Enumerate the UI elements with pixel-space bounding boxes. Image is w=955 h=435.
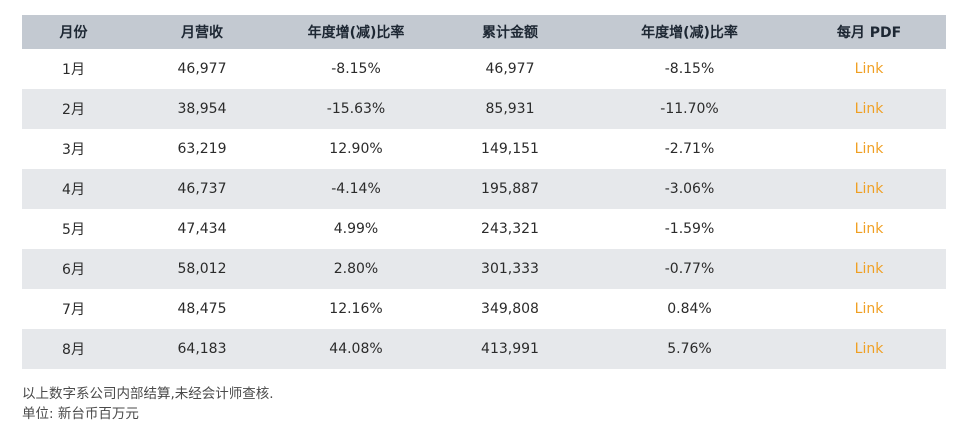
cell-month: 8月 (22, 329, 125, 369)
cell-cumulative: 46,977 (433, 49, 587, 89)
cell-yoy: 44.08% (279, 329, 433, 369)
cell-cum-yoy: -11.70% (587, 89, 792, 129)
cell-cum-yoy: -0.77% (587, 249, 792, 289)
cell-month: 5月 (22, 209, 125, 249)
pdf-link[interactable]: Link (854, 61, 884, 77)
cell-cum-yoy: -3.06% (587, 169, 792, 209)
cell-cumulative: 85,931 (433, 89, 587, 129)
cell-month: 1月 (22, 49, 125, 89)
pdf-link[interactable]: Link (854, 221, 884, 237)
header-month: 月份 (22, 15, 125, 49)
cell-cum-yoy: -1.59% (587, 209, 792, 249)
cell-yoy: 2.80% (279, 249, 433, 289)
monthly-revenue-table: 月份 月营收 年度增(减)比率 累计金额 年度增(减)比率 每月 PDF 1月 … (22, 15, 946, 369)
cell-cumulative: 243,321 (433, 209, 587, 249)
cell-cum-yoy: -2.71% (587, 129, 792, 169)
cell-cumulative: 413,991 (433, 329, 587, 369)
header-yoy-change: 年度增(减)比率 (279, 15, 433, 49)
cell-revenue: 48,475 (125, 289, 279, 329)
cell-revenue: 38,954 (125, 89, 279, 129)
pdf-link[interactable]: Link (854, 141, 884, 157)
table-header: 月份 月营收 年度增(减)比率 累计金额 年度增(减)比率 每月 PDF (22, 15, 946, 49)
header-row: 月份 月营收 年度增(减)比率 累计金额 年度增(减)比率 每月 PDF (22, 15, 946, 49)
cell-revenue: 64,183 (125, 329, 279, 369)
pdf-link[interactable]: Link (854, 101, 884, 117)
cell-revenue: 58,012 (125, 249, 279, 289)
table-body: 1月 46,977 -8.15% 46,977 -8.15% Link 2月 3… (22, 49, 946, 369)
cell-month: 7月 (22, 289, 125, 329)
cell-pdf: Link (792, 129, 946, 169)
table-row: 5月 47,434 4.99% 243,321 -1.59% Link (22, 209, 946, 249)
cell-month: 6月 (22, 249, 125, 289)
pdf-link[interactable]: Link (854, 301, 884, 317)
table-row: 7月 48,475 12.16% 349,808 0.84% Link (22, 289, 946, 329)
footnotes: 以上数字系公司内部结算,未经会计师查核. 单位: 新台币百万元 (22, 384, 274, 424)
cell-yoy: 4.99% (279, 209, 433, 249)
cell-pdf: Link (792, 49, 946, 89)
header-cumulative-yoy-change: 年度增(减)比率 (587, 15, 792, 49)
cell-cumulative: 195,887 (433, 169, 587, 209)
revenue-table-container: 月份 月营收 年度增(减)比率 累计金额 年度增(减)比率 每月 PDF 1月 … (22, 15, 946, 369)
header-cumulative-amount: 累计金额 (433, 15, 587, 49)
cell-pdf: Link (792, 249, 946, 289)
cell-month: 2月 (22, 89, 125, 129)
table-row: 4月 46,737 -4.14% 195,887 -3.06% Link (22, 169, 946, 209)
cell-month: 4月 (22, 169, 125, 209)
cell-pdf: Link (792, 89, 946, 129)
cell-cumulative: 149,151 (433, 129, 587, 169)
table-row: 6月 58,012 2.80% 301,333 -0.77% Link (22, 249, 946, 289)
pdf-link[interactable]: Link (854, 181, 884, 197)
unit-note: 单位: 新台币百万元 (22, 406, 139, 422)
header-monthly-pdf: 每月 PDF (792, 15, 946, 49)
cell-yoy: 12.90% (279, 129, 433, 169)
cell-cumulative: 349,808 (433, 289, 587, 329)
cell-yoy: -15.63% (279, 89, 433, 129)
cell-pdf: Link (792, 169, 946, 209)
cell-revenue: 63,219 (125, 129, 279, 169)
cell-cum-yoy: 0.84% (587, 289, 792, 329)
table-row: 1月 46,977 -8.15% 46,977 -8.15% Link (22, 49, 946, 89)
cell-yoy: -4.14% (279, 169, 433, 209)
table-row: 2月 38,954 -15.63% 85,931 -11.70% Link (22, 89, 946, 129)
cell-pdf: Link (792, 209, 946, 249)
cell-month: 3月 (22, 129, 125, 169)
pdf-link[interactable]: Link (854, 341, 884, 357)
disclaimer-note: 以上数字系公司内部结算,未经会计师查核. (22, 386, 274, 402)
cell-cum-yoy: 5.76% (587, 329, 792, 369)
cell-pdf: Link (792, 329, 946, 369)
cell-cum-yoy: -8.15% (587, 49, 792, 89)
header-monthly-revenue: 月营收 (125, 15, 279, 49)
cell-yoy: 12.16% (279, 289, 433, 329)
cell-cumulative: 301,333 (433, 249, 587, 289)
cell-yoy: -8.15% (279, 49, 433, 89)
pdf-link[interactable]: Link (854, 261, 884, 277)
cell-revenue: 47,434 (125, 209, 279, 249)
table-row: 3月 63,219 12.90% 149,151 -2.71% Link (22, 129, 946, 169)
cell-revenue: 46,977 (125, 49, 279, 89)
cell-pdf: Link (792, 289, 946, 329)
table-row: 8月 64,183 44.08% 413,991 5.76% Link (22, 329, 946, 369)
cell-revenue: 46,737 (125, 169, 279, 209)
